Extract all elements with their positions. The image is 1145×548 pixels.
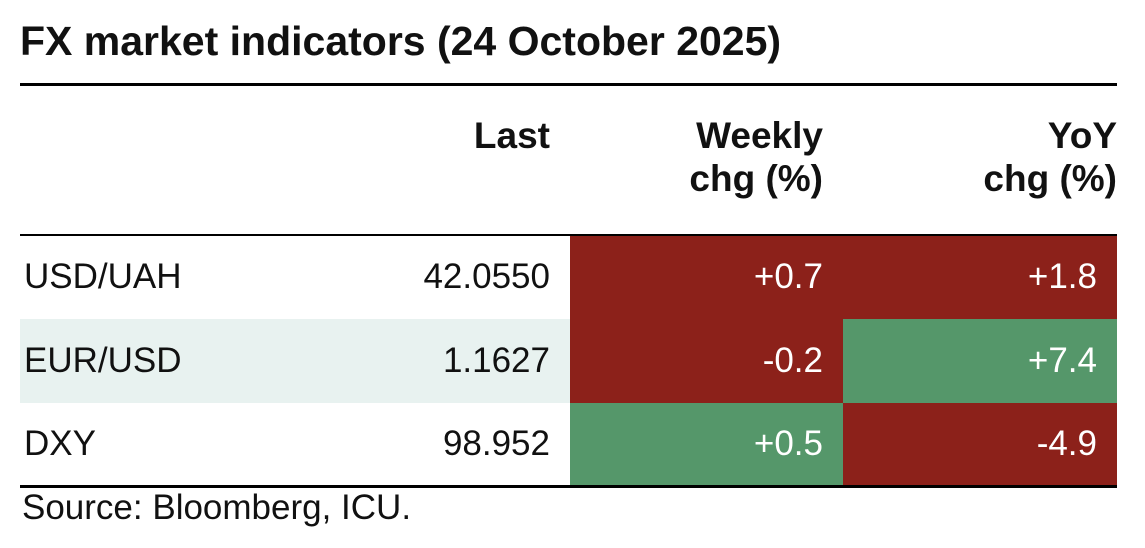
fx-table: Last Weekly chg (%) YoY chg (%) USD/UAH 42.05… [20, 83, 1117, 488]
data-row: USD/UAH 42.0550 +0.7 +1.8 [20, 234, 1117, 319]
source-note: Source: Bloomberg, ICU. [22, 488, 412, 527]
value-cell: +0.7 [570, 234, 843, 319]
value-cell: +7.4 [843, 318, 1117, 403]
title: FX market indicators (24 October 2025) [20, 18, 782, 64]
row-label: USD/UAH [24, 257, 182, 296]
header-cell: Last [270, 85, 570, 235]
value-cell: 42.0550 [423, 257, 550, 296]
header-line: chg (%) [983, 158, 1117, 199]
value-cell: 98.952 [442, 423, 550, 463]
header-cell: YoY chg (%) [843, 85, 1117, 235]
table-body: USD/UAH 42.0550 +0.7 +1.8 EUR/USD 1.1627 -0.2 +… [20, 234, 1117, 487]
value-cell: +1.8 [843, 234, 1117, 319]
value-cell: 1.1627 [270, 318, 570, 403]
data-row: EUR/USD 1.1627 -0.2 +7.4 [20, 318, 1117, 403]
row-label: EUR/USD [20, 318, 270, 403]
value-cell: -0.2 [570, 318, 843, 403]
header-row: Last Weekly chg (%) YoY chg (%) [20, 84, 1117, 235]
header-line: Weekly [696, 115, 823, 156]
header-line: YoY [1047, 115, 1117, 156]
table-head: Last Weekly chg (%) YoY chg (%) [20, 84, 1117, 235]
data-row: DXY 98.952 +0.5 -4.9 [20, 402, 1117, 487]
row-label: DXY [24, 423, 96, 463]
header-line: chg (%) [689, 158, 823, 199]
value-cell: +0.5 [570, 402, 843, 487]
value-cell: -4.9 [843, 402, 1117, 487]
header-cell [20, 85, 270, 235]
header-line: Last [473, 115, 550, 156]
header-cell: Weekly chg (%) [570, 85, 843, 235]
